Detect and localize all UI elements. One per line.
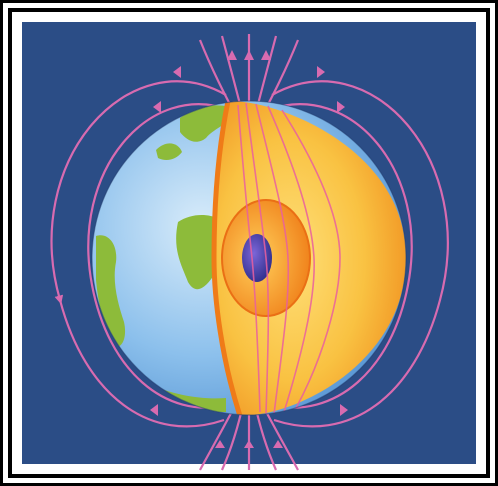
earth-globe bbox=[91, 100, 407, 416]
field-arrowheads bbox=[150, 50, 348, 448]
earth-cutaway bbox=[211, 101, 406, 415]
inner-border bbox=[8, 8, 490, 478]
